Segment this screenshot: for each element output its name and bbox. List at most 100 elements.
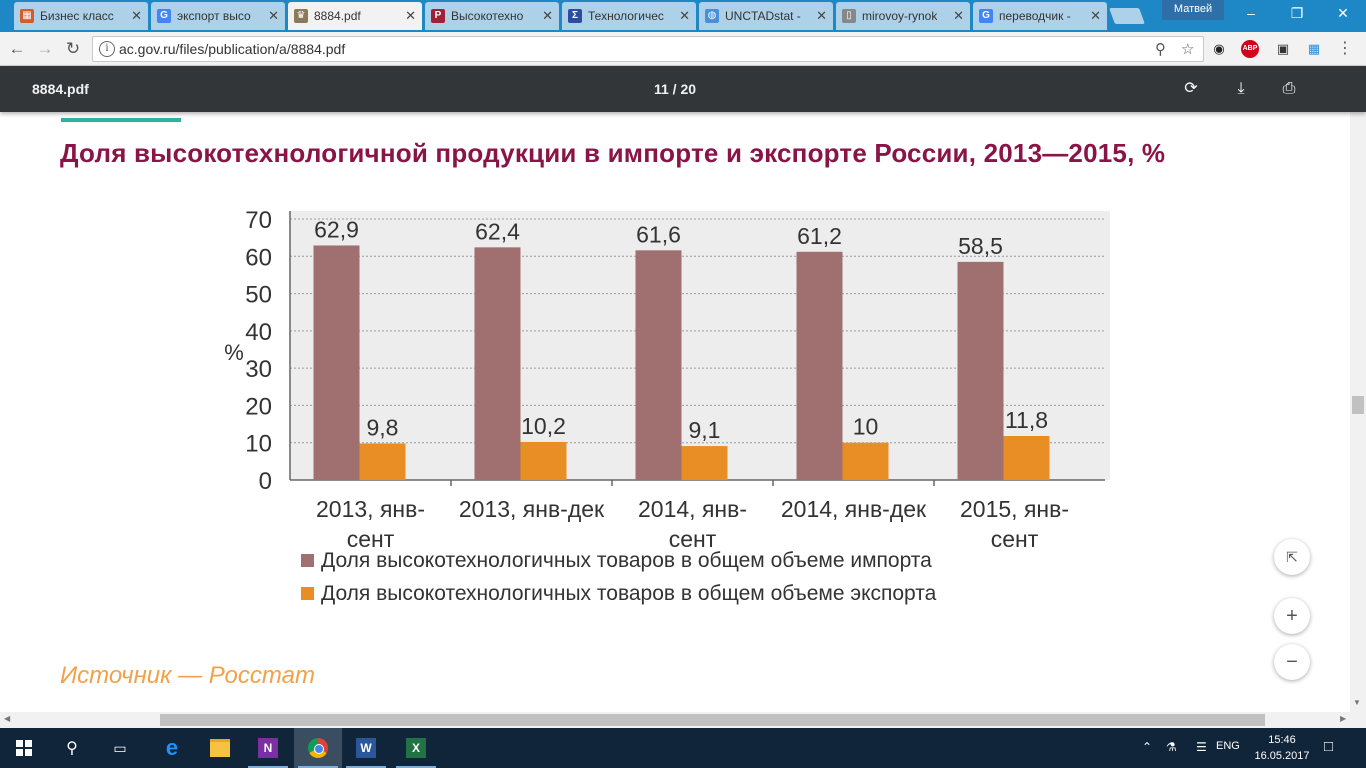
y-tick-label: 0 bbox=[259, 468, 272, 495]
tab-label: Бизнес класс bbox=[40, 9, 114, 23]
back-icon[interactable]: ← bbox=[8, 39, 26, 58]
data-label: 61,2 bbox=[797, 223, 842, 249]
clock-time: 15:46 bbox=[1268, 734, 1296, 746]
tab[interactable]: Σ Технологичес ✕ bbox=[562, 2, 696, 30]
bookmark-star-icon[interactable]: ☆ bbox=[1181, 41, 1195, 58]
tab-close-icon[interactable]: ✕ bbox=[679, 8, 690, 23]
chrome-icon[interactable] bbox=[294, 728, 342, 768]
vertical-scroll-thumb[interactable] bbox=[1352, 396, 1364, 414]
excel-icon[interactable]: X bbox=[392, 728, 440, 768]
tab-close-icon[interactable]: ✕ bbox=[816, 8, 827, 23]
pdf-filename: 8884.pdf bbox=[32, 81, 89, 97]
tab-close-icon[interactable]: ✕ bbox=[953, 8, 964, 23]
minimize-icon[interactable]: – bbox=[1247, 5, 1255, 21]
y-tick-label: 10 bbox=[245, 431, 272, 458]
vertical-scrollbar[interactable]: ▲ ▼ bbox=[1350, 66, 1366, 712]
bar bbox=[313, 245, 360, 480]
info-icon[interactable]: i bbox=[99, 41, 115, 57]
adblock-icon[interactable]: ABP bbox=[1241, 40, 1259, 58]
tab[interactable]: ▦ Бизнес класс ✕ bbox=[14, 2, 148, 30]
onenote-icon[interactable]: N bbox=[244, 728, 292, 768]
rotate-icon[interactable]: ⟳ bbox=[1184, 80, 1198, 97]
data-label: 11,8 bbox=[1005, 407, 1048, 433]
maximize-icon[interactable]: ❐ bbox=[1290, 5, 1304, 21]
y-tick-label: 70 bbox=[245, 207, 272, 234]
menu-icon[interactable]: ⋮ bbox=[1337, 40, 1353, 57]
tab-close-icon[interactable]: ✕ bbox=[405, 8, 416, 23]
task-view-icon[interactable]: ▭ bbox=[113, 739, 127, 756]
wifi-icon[interactable]: ☰ bbox=[1196, 740, 1207, 754]
new-tab-button[interactable] bbox=[1109, 8, 1145, 24]
word-icon[interactable]: W bbox=[342, 728, 390, 768]
clock[interactable]: 15:46 16.05.2017 bbox=[1250, 732, 1314, 764]
scroll-right-icon[interactable]: ▶ bbox=[1340, 714, 1347, 723]
notification-tray-icon[interactable]: ⚗ bbox=[1166, 740, 1177, 754]
zoom-in-icon[interactable]: + bbox=[1274, 598, 1310, 634]
data-label: 10,2 bbox=[521, 413, 566, 439]
un-icon: ◍ bbox=[705, 9, 719, 23]
bar bbox=[796, 251, 843, 480]
tray-chevron-icon[interactable]: ⌃ bbox=[1142, 740, 1153, 754]
tab-close-icon[interactable]: ✕ bbox=[542, 8, 553, 23]
bar bbox=[842, 442, 889, 480]
y-tick-label: 40 bbox=[245, 319, 272, 346]
data-label: 61,6 bbox=[636, 221, 681, 247]
sigma-icon: Σ bbox=[568, 9, 582, 23]
forward-icon[interactable]: → bbox=[36, 39, 54, 58]
bar bbox=[681, 446, 728, 480]
file-explorer-icon[interactable] bbox=[196, 728, 244, 768]
language-indicator[interactable]: ENG bbox=[1216, 740, 1240, 752]
emblem-icon: ♛ bbox=[294, 9, 308, 23]
legend-label: Доля высокотехнологичных товаров в общем… bbox=[321, 549, 932, 572]
windows-icon bbox=[16, 740, 32, 756]
reload-icon[interactable]: ↻ bbox=[65, 39, 81, 58]
legend-label: Доля высокотехнологичных товаров в общем… bbox=[321, 582, 937, 605]
url-input[interactable] bbox=[119, 40, 1139, 58]
print-icon[interactable]: ⎙ bbox=[1282, 80, 1296, 97]
tab[interactable]: ♛ 8884.pdf ✕ bbox=[288, 2, 422, 30]
tab[interactable]: ◍ UNCTADstat - ✕ bbox=[699, 2, 833, 30]
horizontal-scroll-thumb[interactable] bbox=[160, 714, 1265, 726]
pdf-page: Доля высокотехнологичной продукции в имп… bbox=[0, 112, 1350, 712]
tab-label: экспорт высо bbox=[177, 9, 251, 23]
zoom-out-icon[interactable]: − bbox=[1274, 644, 1310, 680]
spy-extension-icon[interactable]: ◉ bbox=[1213, 41, 1225, 56]
scroll-down-icon[interactable]: ▼ bbox=[1353, 698, 1361, 707]
x-tick-label: 2013, янв- bbox=[316, 496, 425, 522]
download-icon[interactable]: ⤓ bbox=[1237, 80, 1245, 97]
screenshot-extension-icon[interactable]: ▦ bbox=[1307, 41, 1321, 56]
search-icon[interactable]: ⚲ bbox=[66, 740, 78, 757]
start-button[interactable] bbox=[0, 728, 48, 768]
close-window-icon[interactable]: ✕ bbox=[1337, 5, 1349, 21]
taskbar: ⚲ ▭ e N W X ⌃ ⚗ ☰ ENG 15:46 16.05.2017 □ bbox=[0, 728, 1366, 768]
tab-label: Высокотехно bbox=[451, 9, 524, 23]
y-tick-label: 20 bbox=[245, 393, 272, 420]
data-label: 62,4 bbox=[475, 218, 520, 244]
action-center-icon[interactable]: □ bbox=[1324, 738, 1334, 755]
tab-label: mirovoy-rynok bbox=[862, 9, 938, 23]
tab-close-icon[interactable]: ✕ bbox=[1090, 8, 1101, 23]
profile-name: Матвей bbox=[1173, 3, 1213, 15]
edge-icon[interactable]: e bbox=[165, 735, 179, 760]
profile-button[interactable]: Матвей bbox=[1162, 0, 1224, 20]
x-tick-label: сент bbox=[669, 526, 717, 552]
tab[interactable]: ▯ mirovoy-rynok ✕ bbox=[836, 2, 970, 30]
tab[interactable]: P Высокотехно ✕ bbox=[425, 2, 559, 30]
x-tick-label: сент bbox=[347, 526, 395, 552]
scroll-left-icon[interactable]: ◀ bbox=[4, 714, 11, 723]
x-tick-label: сент bbox=[991, 526, 1039, 552]
google-icon: G bbox=[979, 9, 993, 23]
tab-close-icon[interactable]: ✕ bbox=[131, 8, 142, 23]
data-label: 9,1 bbox=[689, 417, 721, 443]
extension-icon[interactable]: ▣ bbox=[1276, 41, 1290, 56]
tab-label: переводчик - bbox=[999, 9, 1071, 23]
horizontal-scrollbar[interactable]: ◀ ▶ bbox=[0, 712, 1366, 728]
tab-close-icon[interactable]: ✕ bbox=[268, 8, 279, 23]
x-tick-label: 2014, янв-дек bbox=[781, 496, 927, 522]
address-bar[interactable]: i ⚲ ☆ bbox=[92, 36, 1204, 62]
fit-to-page-icon[interactable]: ⇱ bbox=[1274, 539, 1310, 575]
zoom-icon[interactable]: ⚲ bbox=[1155, 41, 1166, 58]
data-label: 58,5 bbox=[958, 233, 1003, 259]
